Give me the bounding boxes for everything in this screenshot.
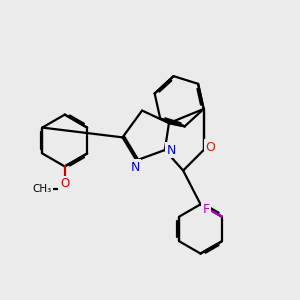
Text: O: O	[60, 177, 69, 190]
Text: F: F	[202, 202, 210, 216]
Text: N: N	[167, 143, 176, 157]
Text: O: O	[206, 141, 216, 154]
Text: CH₃: CH₃	[32, 184, 52, 194]
Text: N: N	[130, 160, 140, 174]
